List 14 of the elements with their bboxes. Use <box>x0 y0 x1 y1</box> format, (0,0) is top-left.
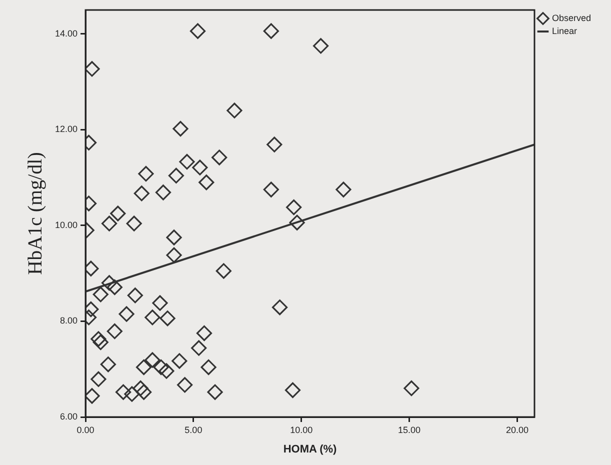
x-tick-label: 20.00 <box>506 424 528 435</box>
x-tick-label: 5.00 <box>184 424 202 435</box>
y-tick-label: 6.00 <box>60 411 78 422</box>
legend-label: Observed <box>552 12 592 23</box>
x-tick-label: 10.00 <box>290 424 313 435</box>
y-tick-label: 10.00 <box>54 220 78 230</box>
x-axis-title: HOMA (%) <box>283 443 338 456</box>
y-tick-label: 14.00 <box>54 28 78 38</box>
y-tick-label: 8.00 <box>60 316 78 326</box>
y-tick-label: 12.00 <box>54 124 78 134</box>
x-tick-label: 15.00 <box>398 424 421 435</box>
x-tick-label: 0.00 <box>76 424 94 435</box>
y-axis-title: HbA1c (mg/dl) <box>24 152 46 275</box>
legend-label: Linear <box>552 26 578 36</box>
